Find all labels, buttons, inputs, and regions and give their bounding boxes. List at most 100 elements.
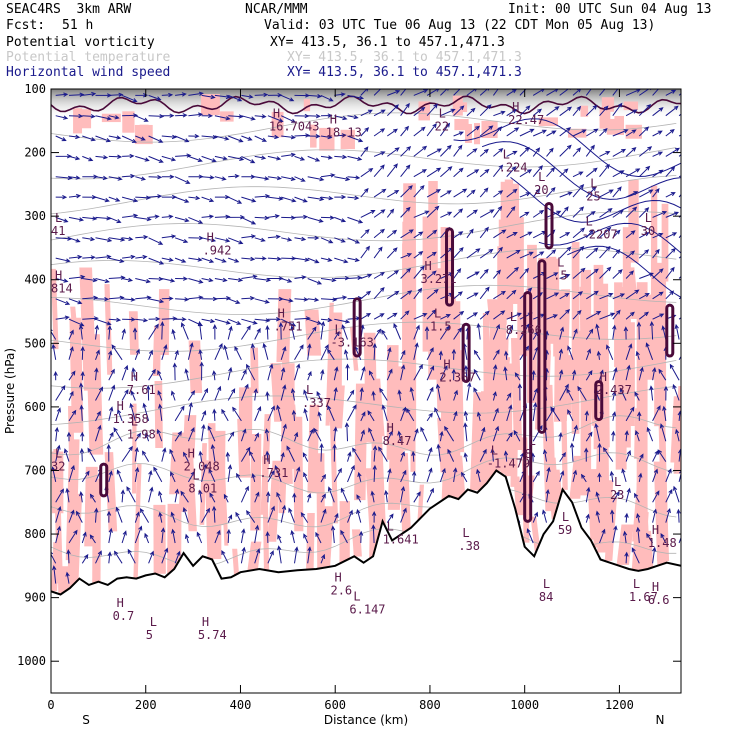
wind-arrow xyxy=(307,343,312,360)
wind-arrow xyxy=(400,206,411,218)
wind-arrow xyxy=(316,390,322,401)
wind-arrow xyxy=(148,237,164,245)
wind-arrow xyxy=(634,492,640,503)
pv-shade-streak xyxy=(351,529,362,557)
wind-arrow xyxy=(413,169,427,178)
wind-arrow xyxy=(68,298,83,305)
pv-shade-upper xyxy=(454,118,469,131)
pv-shade-upper xyxy=(319,127,335,151)
wind-arrow xyxy=(413,491,421,503)
wind-arrow xyxy=(358,530,364,544)
wind-speed-contours xyxy=(51,95,681,298)
wind-arrow xyxy=(240,383,249,401)
contour-kind-label: L xyxy=(590,176,597,190)
wind-arrow xyxy=(461,471,468,483)
wind-arrow xyxy=(240,446,251,462)
wind-arrow xyxy=(447,448,455,462)
wind-arrow xyxy=(52,565,57,584)
wind-arrow xyxy=(625,109,638,117)
wind-arrow xyxy=(599,245,611,259)
contour-value-label: 8.01 xyxy=(188,482,217,496)
contour-kind-label: L xyxy=(353,590,360,604)
contour-kind-label: H xyxy=(512,100,519,114)
wind-arrow xyxy=(585,186,597,198)
pv-shade-column xyxy=(636,282,648,509)
wind-arrow xyxy=(254,155,267,160)
pv-shade-streak xyxy=(128,311,139,355)
contour-value-label: 30 xyxy=(641,224,655,238)
wind-arrow xyxy=(280,115,297,123)
wind-arrow xyxy=(68,237,81,243)
wind-arrow xyxy=(532,511,539,523)
wind-arrow xyxy=(347,275,363,281)
wind-arrow xyxy=(453,231,464,239)
wind-arrow xyxy=(170,471,176,483)
wind-arrow xyxy=(426,251,437,259)
contour-kind-label: H xyxy=(117,596,124,610)
contour-value-label: -2207 xyxy=(582,227,618,241)
wind-arrow xyxy=(228,114,244,119)
contour-kind-label: H xyxy=(443,357,450,371)
wind-arrow xyxy=(373,164,385,178)
wind-arrow xyxy=(334,133,347,138)
contour-value-label: .224 xyxy=(499,161,528,175)
wind-arrow xyxy=(519,105,531,117)
wind-arrow xyxy=(241,155,256,164)
wind-arrow xyxy=(148,135,164,143)
contour-kind-label: L xyxy=(462,526,469,540)
wind-arrow xyxy=(320,215,335,220)
wind-arrow xyxy=(267,155,282,161)
wind-arrow xyxy=(135,135,146,141)
wind-arrow xyxy=(174,550,181,564)
wind-arrow xyxy=(281,134,296,140)
wind-arrow xyxy=(327,486,335,503)
wind-arrow xyxy=(413,287,423,300)
pv-shade-streak xyxy=(250,347,259,394)
wind-arrow xyxy=(307,196,325,202)
wind-arrow xyxy=(476,468,481,483)
y-tick-label: 300 xyxy=(24,209,46,223)
field-name-pv: Potential vorticity xyxy=(6,35,155,50)
wind-arrow xyxy=(148,174,163,180)
wind-arrow xyxy=(319,442,324,462)
wind-arrow xyxy=(320,134,333,140)
wind-arrow xyxy=(169,448,176,462)
wind-arrow xyxy=(333,512,339,523)
wind-arrow xyxy=(82,155,94,162)
wind-arrow xyxy=(214,94,231,100)
wind-arrow xyxy=(599,208,613,218)
wind-arrow xyxy=(240,485,249,503)
contour-kind-label: H xyxy=(55,268,62,282)
pv-shade-streak xyxy=(395,366,405,465)
wind-arrow xyxy=(170,511,176,523)
wind-arrow xyxy=(303,471,309,483)
wind-arrow xyxy=(439,365,448,381)
contour-kind-label: L xyxy=(55,211,62,225)
wind-arrow xyxy=(54,426,59,442)
wind-arrow xyxy=(209,492,216,503)
wind-arrow xyxy=(333,331,340,340)
wind-contour xyxy=(510,177,681,223)
wind-arrow xyxy=(373,246,383,259)
wind-arrow xyxy=(652,546,657,564)
wind-arrow xyxy=(506,249,521,259)
wind-arrow xyxy=(400,125,410,137)
theta-contour xyxy=(51,247,677,278)
pv-shade-streak xyxy=(57,566,69,594)
wind-arrow xyxy=(221,549,229,564)
wind-arrow xyxy=(612,525,618,544)
wind-arrow xyxy=(135,115,149,122)
wind-arrow xyxy=(493,269,501,279)
wind-arrow xyxy=(559,168,569,178)
wind-arrow xyxy=(254,135,267,142)
wind-arrow xyxy=(625,311,635,320)
wind-arrow xyxy=(197,320,203,340)
wind-arrow xyxy=(317,411,322,422)
wind-arrow xyxy=(80,346,85,360)
wind-arrow xyxy=(280,318,297,327)
pv-strong-contours xyxy=(99,201,675,523)
wind-arrow xyxy=(210,443,216,462)
wind-arrow xyxy=(360,109,373,117)
contour-value-label: .942 xyxy=(203,243,232,257)
wind-arrow xyxy=(212,324,218,340)
